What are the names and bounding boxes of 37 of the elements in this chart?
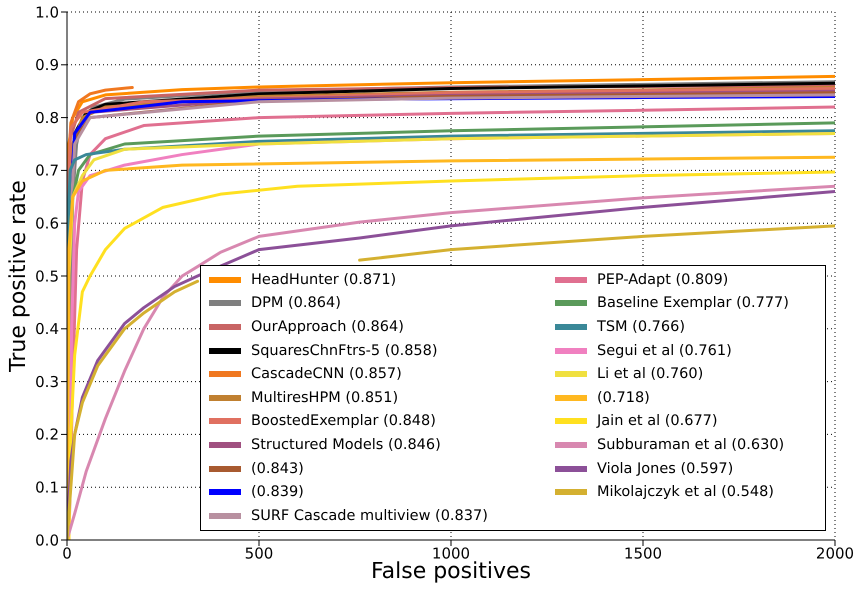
legend-label: TSM (0.766) — [597, 318, 686, 335]
x-tick-label: 0 — [62, 544, 72, 563]
y-tick-label: 0.1 — [35, 478, 59, 497]
legend-label: SURF Cascade multiview (0.837) — [251, 508, 488, 524]
x-tick-label: 500 — [244, 544, 274, 563]
legend-label: (0.843) — [251, 460, 304, 477]
legend-label: Viola Jones (0.597) — [597, 460, 734, 477]
x-tick-label: 1500 — [624, 544, 662, 563]
legend-label: Segui et al (0.761) — [597, 342, 732, 359]
legend-label: DPM (0.864) — [251, 295, 341, 312]
legend-label: CascadeCNN (0.857) — [251, 366, 402, 382]
y-tick-label: 1.0 — [35, 3, 59, 22]
legend-label: Baseline Exemplar (0.777) — [597, 295, 789, 312]
y-tick-label: 0.7 — [35, 162, 59, 180]
legend-label: Subburaman et al (0.630) — [597, 436, 784, 453]
legend-label: Mikolajczyk et al (0.548) — [597, 484, 774, 500]
legend-label: PEP-Adapt (0.809) — [597, 272, 728, 288]
legend-label: SquaresChnFtrs-5 (0.858) — [251, 342, 438, 359]
y-tick-label: 0.5 — [35, 267, 59, 286]
legend-label: HeadHunter (0.871) — [251, 272, 396, 288]
legend-label: MultiresHPM (0.851) — [251, 390, 398, 406]
y-tick-label: 0.3 — [35, 372, 59, 391]
x-tick-label: 2000 — [816, 544, 854, 563]
legend-label: Structured Models (0.846) — [251, 436, 441, 453]
legend-label: Li et al (0.760) — [597, 366, 704, 382]
legend-label: (0.839) — [251, 484, 304, 500]
y-tick-label: 0.6 — [35, 214, 59, 233]
legend-label: OurApproach (0.864) — [251, 318, 404, 335]
legend-label: Jain et al (0.677) — [597, 413, 718, 430]
legend-label: (0.718) — [597, 390, 650, 406]
y-tick-label: 0.0 — [35, 531, 59, 550]
legend-label: BoostedExemplar (0.848) — [251, 413, 436, 430]
y-tick-label: 0.9 — [35, 56, 59, 74]
y-tick-label: 0.8 — [35, 108, 59, 127]
y-tick-label: 0.4 — [35, 320, 59, 338]
y-tick-label: 0.2 — [35, 426, 59, 444]
y-axis-title: True positive rate — [6, 180, 32, 372]
